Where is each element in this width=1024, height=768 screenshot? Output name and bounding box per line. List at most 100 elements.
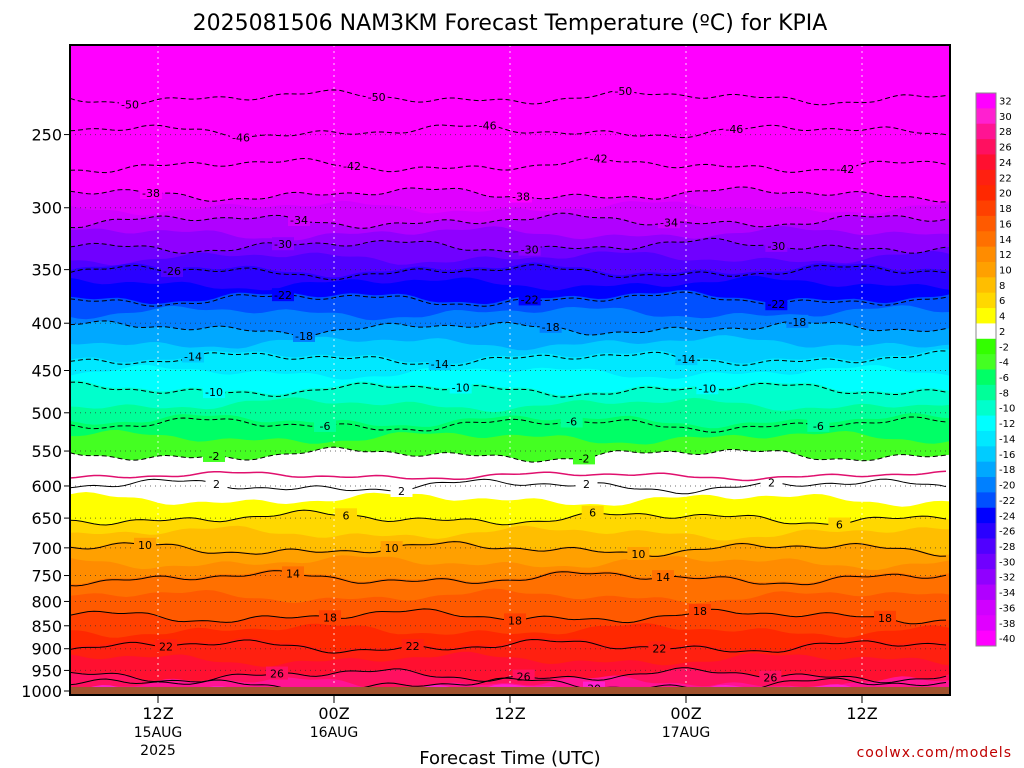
contour-label: 18 bbox=[508, 614, 522, 627]
temperature-band bbox=[70, 380, 950, 414]
colorbar-label: -20 bbox=[999, 481, 1015, 492]
contour-label-bg bbox=[161, 264, 183, 278]
contour-label: -18 bbox=[542, 321, 560, 334]
colorbar-label: -12 bbox=[999, 419, 1015, 430]
temperature-band bbox=[70, 251, 950, 279]
contour-label: 6 bbox=[836, 519, 843, 532]
colorbar-label: -36 bbox=[999, 603, 1015, 614]
colorbar-swatch bbox=[976, 523, 996, 539]
contour-label-bg bbox=[510, 189, 532, 203]
colorbar-label: 10 bbox=[999, 266, 1012, 277]
contour-label-bg bbox=[390, 483, 413, 497]
temperature-band bbox=[70, 588, 950, 625]
contour-label: 2 bbox=[583, 478, 590, 491]
colorbar-swatch bbox=[976, 599, 996, 616]
contour-label-bg bbox=[266, 666, 288, 680]
colorbar-swatch bbox=[976, 231, 996, 248]
y-tick-label: 1000 bbox=[21, 682, 62, 701]
y-tick-label: 300 bbox=[31, 199, 62, 218]
colorbar-swatch bbox=[976, 246, 996, 263]
contour-line bbox=[70, 638, 947, 654]
contour-label-bg bbox=[272, 288, 294, 302]
contour-label-bg bbox=[282, 566, 304, 580]
contour-label: -42 bbox=[836, 163, 854, 176]
contour-label-bg bbox=[834, 161, 857, 175]
contour-label: -42 bbox=[343, 160, 361, 173]
temperature-band bbox=[70, 225, 950, 255]
y-tick-label: 350 bbox=[31, 261, 62, 280]
temperature-band bbox=[70, 56, 950, 91]
contour-line bbox=[70, 667, 947, 684]
colorbar-label: 8 bbox=[999, 281, 1005, 292]
contour-label-bg bbox=[272, 237, 294, 251]
colorbar-swatch bbox=[976, 569, 996, 586]
contour-label: -14 bbox=[677, 353, 695, 366]
contour-label: 10 bbox=[631, 548, 645, 561]
temperature-band bbox=[70, 623, 950, 652]
colorbar-label: -30 bbox=[999, 557, 1015, 568]
x-tick-label: 12Z bbox=[142, 704, 173, 723]
y-axis-ticks: 250 300 350 400 450 500 550 600 650 700 750 800 850 9… bbox=[21, 126, 70, 701]
colorbar-label: 32 bbox=[999, 97, 1012, 108]
colorbar-label: -6 bbox=[999, 373, 1009, 384]
y-tick-label: 500 bbox=[31, 404, 62, 423]
contour-label-bg bbox=[518, 292, 541, 306]
contour-label-bg bbox=[765, 297, 788, 311]
contour-label: -10 bbox=[698, 382, 716, 395]
contour-label-bg bbox=[449, 380, 472, 394]
contour-label-bg bbox=[612, 83, 635, 97]
x-tick-date: 15AUG bbox=[134, 725, 183, 741]
contour-line bbox=[70, 186, 947, 203]
contour-label: -50 bbox=[121, 98, 139, 111]
colorbar-label: -34 bbox=[999, 588, 1015, 599]
contour-label-bg bbox=[205, 477, 228, 491]
contour-label-bg bbox=[759, 670, 782, 684]
contour-label-bg bbox=[119, 97, 141, 111]
colorbar-label: -22 bbox=[999, 496, 1015, 507]
y-tick-label: 950 bbox=[31, 661, 62, 680]
y-tick-label: 750 bbox=[31, 567, 62, 586]
contour-label: 10 bbox=[385, 542, 399, 555]
contour-label-bg bbox=[203, 448, 225, 462]
contour-line bbox=[70, 541, 947, 557]
contour-label-bg bbox=[689, 604, 711, 618]
contour-label-bg bbox=[575, 477, 598, 491]
x-tick-label: 00Z bbox=[318, 704, 349, 723]
contour-label: 22 bbox=[406, 640, 420, 653]
contour-label: -38 bbox=[512, 191, 530, 204]
y-tick-label: 450 bbox=[31, 361, 62, 380]
colorbar-swatch bbox=[976, 507, 996, 524]
colorbar-label: -4 bbox=[999, 358, 1009, 369]
x-tick-label: 12Z bbox=[494, 704, 525, 723]
contour-label: -22 bbox=[767, 298, 785, 311]
contour-label-bg bbox=[341, 159, 363, 173]
colorbar-label: 20 bbox=[999, 189, 1012, 200]
contour-line bbox=[70, 291, 947, 307]
colorbar-label: 18 bbox=[999, 204, 1012, 215]
contour-label-bg bbox=[335, 508, 357, 522]
contour-label: -14 bbox=[184, 350, 202, 363]
colorbar-label: -40 bbox=[999, 634, 1015, 645]
x-tick-label: 12Z bbox=[846, 704, 877, 723]
colorbar-label: 2 bbox=[999, 327, 1005, 338]
contour-label-bg bbox=[807, 418, 830, 432]
colorbar-swatch bbox=[976, 415, 996, 432]
colorbar-label: -24 bbox=[999, 511, 1015, 522]
temperature-band bbox=[70, 172, 950, 203]
colorbar-label: 12 bbox=[999, 250, 1012, 261]
colorbar-label: -26 bbox=[999, 527, 1015, 538]
contour-label-bg bbox=[786, 314, 809, 328]
contour-label: 18 bbox=[878, 612, 892, 625]
colorbar-label: -18 bbox=[999, 465, 1015, 476]
x-tick-year: 2025 bbox=[140, 743, 176, 759]
temperature-band bbox=[70, 110, 950, 142]
contour-label: -6 bbox=[566, 415, 577, 428]
contour-label-bg bbox=[293, 328, 315, 342]
contour-label: 14 bbox=[656, 571, 670, 584]
contour-label: -30 bbox=[521, 244, 539, 257]
contour-line bbox=[70, 89, 947, 106]
temperature-band bbox=[70, 142, 950, 174]
contour-label-bg bbox=[627, 546, 650, 560]
y-tick-label: 800 bbox=[31, 592, 62, 611]
colorbar-label: 28 bbox=[999, 127, 1012, 138]
